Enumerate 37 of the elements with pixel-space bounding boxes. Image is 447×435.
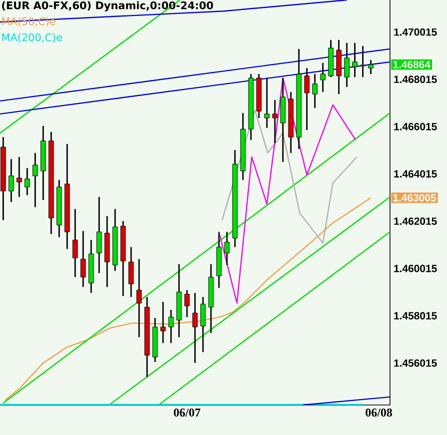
- candlestick: [160, 301, 166, 344]
- y-tick-label: 1.460015: [394, 264, 437, 272]
- candlestick: [272, 99, 278, 144]
- candlestick: [128, 246, 134, 298]
- candlestick: [264, 77, 270, 129]
- candlestick: [96, 196, 102, 274]
- text: MA(200,C)e: [2, 33, 62, 43]
- candlestick: [312, 73, 318, 109]
- candlestick: [72, 208, 78, 278]
- y-tick-label: 1.470015: [394, 28, 437, 36]
- y-tick-label: 1.458015: [394, 312, 437, 320]
- candlestick: [8, 158, 14, 203]
- x-tick-label: 06/07: [174, 408, 200, 417]
- candlestick: [200, 296, 206, 353]
- candlestick: [352, 42, 358, 78]
- candlestick: [192, 292, 198, 364]
- candlestick: [368, 59, 374, 75]
- candlestick: [168, 309, 174, 344]
- candlestick: [16, 156, 22, 198]
- candlestick: [344, 42, 350, 88]
- x-tick-label: 06/08: [366, 408, 392, 417]
- candlestick: [360, 45, 366, 78]
- y-tick-label: 1.462015: [394, 217, 437, 225]
- y-tick-label: 1.464015: [394, 170, 437, 178]
- y-tick-label: 1.466015: [394, 122, 437, 130]
- annotation: 1.463005: [393, 194, 436, 202]
- y-tick-label: 1.468015: [394, 76, 437, 84]
- candlestick: [136, 258, 142, 338]
- y-tick-label: 1.456015: [394, 359, 437, 367]
- candlestick: [184, 289, 190, 318]
- candlestick: [32, 152, 38, 208]
- candlestick: [24, 167, 30, 196]
- candlestick: [304, 67, 310, 131]
- candlestick: [224, 231, 230, 266]
- candlestick: [320, 62, 326, 93]
- annotation: 1.46864: [393, 60, 430, 68]
- candlestick: [80, 230, 86, 288]
